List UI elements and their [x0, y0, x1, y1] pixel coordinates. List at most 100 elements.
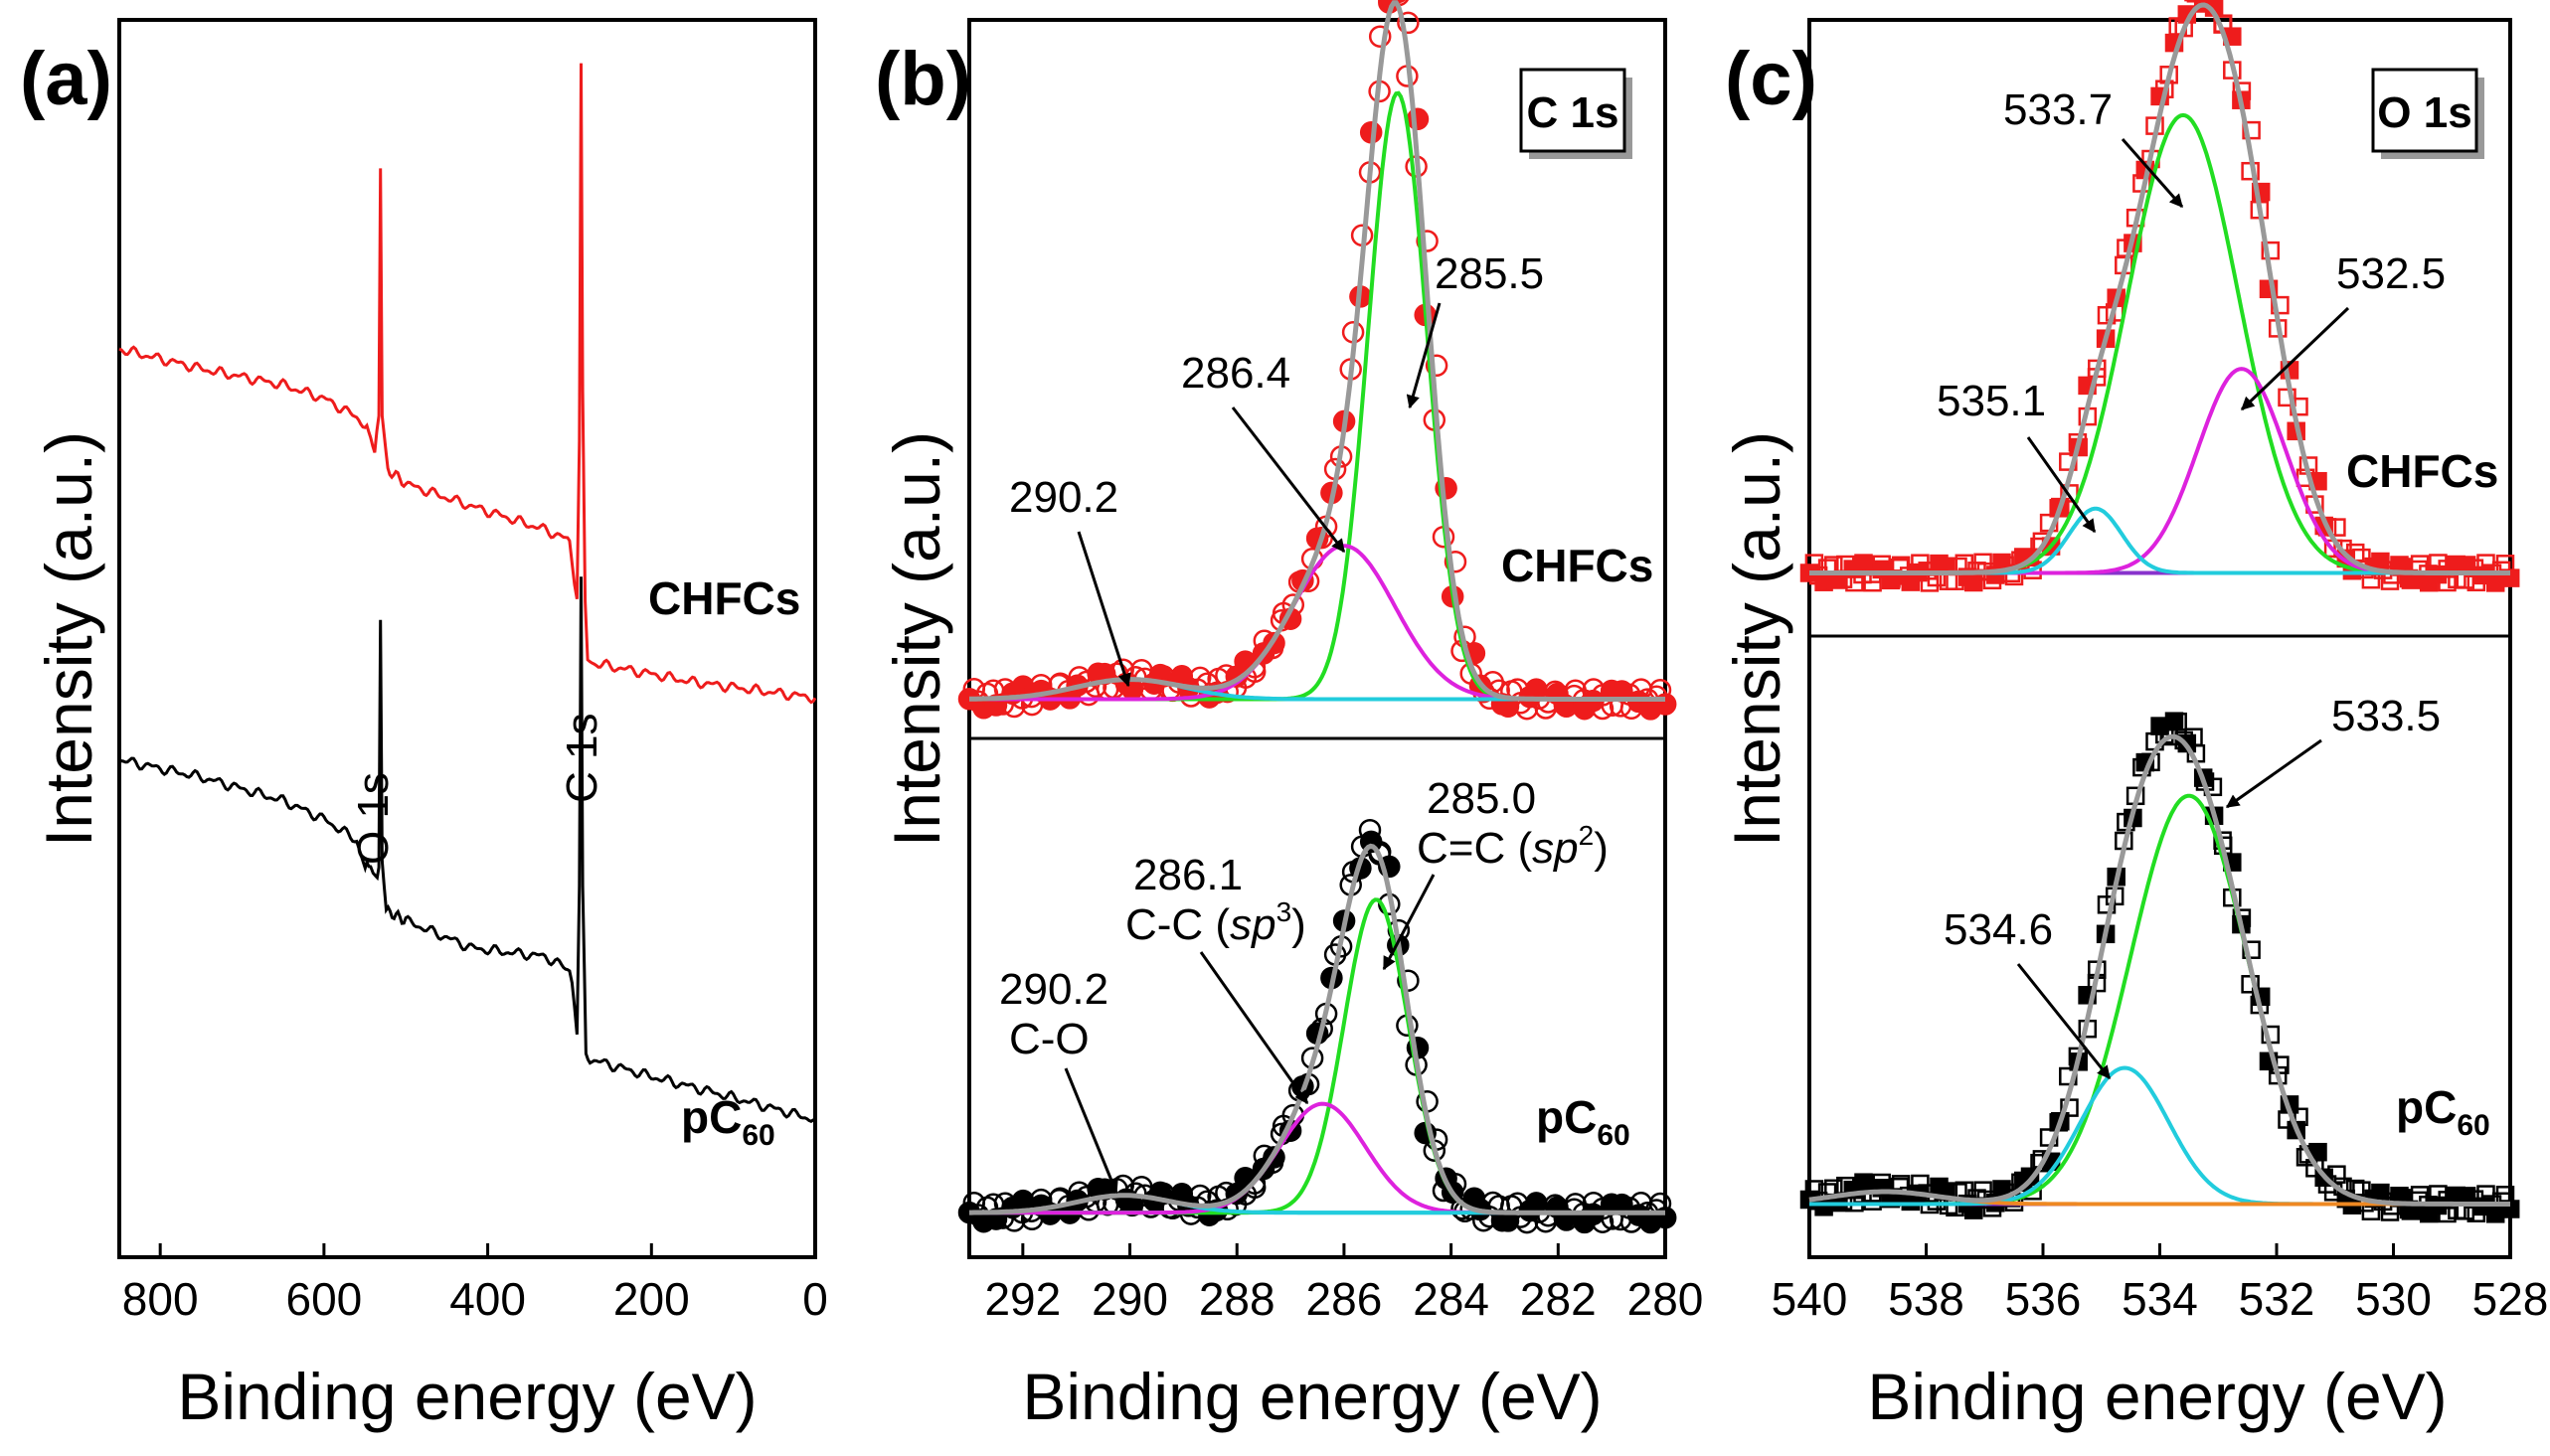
label-pc60-a: pC60 [681, 1091, 775, 1152]
annotation-285-0: 285.0 [1427, 774, 1536, 823]
label-chfcs-c: CHFCs [2346, 445, 2498, 497]
arrow-533-7 [2121, 138, 2184, 209]
arrow-286-4 [1231, 406, 1346, 554]
panel-label-a: (a) [20, 37, 112, 121]
plot-frame-c [1807, 18, 2512, 1259]
xtick-label: 400 [449, 1273, 526, 1325]
arrow-534-6 [2016, 963, 2112, 1080]
annotation-534-6: 534.6 [1944, 905, 2053, 954]
data-point-pc60 [1927, 1192, 1947, 1211]
data-point-pc60 [2242, 940, 2261, 959]
component-chfcs-285 [969, 90, 1665, 702]
xtick-label: 538 [1888, 1273, 1964, 1325]
xtick-label: 600 [286, 1273, 363, 1325]
xtick-label: 532 [2239, 1273, 2315, 1325]
label-chfcs-a: CHFCs [648, 572, 800, 624]
arrow-285-5 [1406, 302, 1442, 409]
arrow-290-2-bottom [1064, 1067, 1118, 1195]
panel-c: (c) 540 538 536 534 532 530 528 Binding energy… [1720, 0, 2548, 1433]
annotation-290-2-top: 290.2 [1009, 473, 1118, 522]
data-point-chfcs [2278, 388, 2296, 407]
plot-frame-a [117, 18, 817, 1259]
series-group-c [1799, 0, 2520, 1223]
data-point-chfcs [2271, 295, 2290, 315]
chart-title-c: O 1s [2377, 88, 2471, 137]
data-point-chfcs [1416, 230, 1439, 252]
data-point-chfcs [2242, 120, 2261, 140]
data-point-chfcs [2261, 241, 2281, 260]
series-group-a [118, 63, 817, 1123]
xtick-label: 536 [2005, 1273, 2082, 1325]
xtick-label: 540 [1772, 1273, 1848, 1325]
xticks-c: 540 538 536 534 532 530 528 [1772, 1243, 2548, 1325]
data-point-chfcs [1525, 678, 1548, 701]
y-axis-label-a: Intensity (a.u.) [32, 431, 105, 847]
data-point-chfcs [1927, 567, 1947, 587]
xtick-label: 282 [1520, 1273, 1597, 1325]
arrow-286-1 [1199, 951, 1309, 1105]
xtick-label: 800 [122, 1273, 199, 1325]
series-line-chfcs [118, 63, 817, 705]
data-point-pc60 [2164, 712, 2184, 730]
panel-label-b: (b) [875, 37, 971, 121]
annotation-535-1: 535.1 [1937, 377, 2046, 425]
x-axis-label-c: Binding energy (eV) [1867, 1360, 2447, 1433]
chart-title-b: C 1s [1527, 88, 1619, 137]
label-pc60-c: pC60 [2396, 1081, 2490, 1142]
arrow-535-1 [2026, 436, 2097, 534]
data-point-pc60 [2409, 1191, 2428, 1211]
data-point-chfcs [2409, 560, 2428, 579]
xtick-label: 292 [984, 1273, 1061, 1325]
data-point-chfcs [1406, 107, 1430, 131]
annotation-c-c-sp3: C-C (sp3) [1125, 896, 1306, 949]
xtick-label: 284 [1413, 1273, 1489, 1325]
title-box-b [1519, 68, 1626, 153]
x-axis-label-b: Binding energy (eV) [1022, 1360, 1602, 1433]
title-box-c [2371, 68, 2478, 153]
component-chfcs-533.6 [1809, 112, 2510, 575]
annotation-c-c-sp2: C=C (sp2) [1417, 820, 1609, 873]
annotation-533-5: 533.5 [2331, 692, 2441, 740]
data-point-pc60 [2271, 1055, 2290, 1074]
panel-label-c: (c) [1725, 37, 1817, 121]
envelope-fit-chfcs [1809, 2, 2510, 575]
annotation-286-1: 286.1 [1133, 851, 1243, 899]
label-chfcs-b: CHFCs [1501, 540, 1653, 591]
y-axis-label-b: Intensity (a.u.) [880, 431, 953, 847]
x-axis-label-a: Binding energy (eV) [177, 1360, 757, 1433]
annotation-o1s: O 1s [349, 772, 398, 865]
data-point-chfcs [1397, 11, 1420, 35]
data-point-pc60 [1525, 1192, 1548, 1214]
xtick-label: 280 [1627, 1273, 1704, 1325]
data-point-pc60 [2141, 752, 2160, 772]
annotation-285-5: 285.5 [1435, 249, 1544, 298]
data-point-pc60 [2327, 1165, 2346, 1184]
xtick-label: 286 [1306, 1273, 1383, 1325]
xtick-label: 0 [802, 1273, 828, 1325]
xtick-label: 530 [2355, 1273, 2432, 1325]
series-group-b [957, 0, 1677, 1234]
component-pc60-533.5 [1809, 793, 2510, 1207]
arrow-532-5 [2240, 306, 2350, 411]
arrow-533-5 [2225, 738, 2322, 809]
arrow-285-0 [1382, 874, 1436, 971]
data-point-pc60 [2168, 712, 2187, 731]
arrow-290-2-top [1077, 531, 1131, 688]
envelope-fit-pc60 [969, 843, 1665, 1215]
xticks-b: 292 290 288 286 284 282 280 [984, 1243, 1703, 1325]
y-axis-label-c: Intensity (a.u.) [1720, 431, 1793, 847]
data-point-chfcs [1444, 550, 1467, 573]
plot-frame-b [967, 18, 1667, 1259]
envelope-fit-pc60 [1808, 733, 2510, 1207]
annotation-286-4: 286.4 [1181, 349, 1290, 398]
annotation-532-5: 532.5 [2336, 249, 2446, 298]
xtick-label: 200 [613, 1273, 690, 1325]
data-point-chfcs [1368, 25, 1392, 48]
xtick-label: 534 [2122, 1273, 2198, 1325]
xtick-label: 290 [1092, 1273, 1168, 1325]
panel-b: (b) 292 290 288 286 284 282 280 Binding energy… [875, 0, 1703, 1433]
xtick-label: 288 [1199, 1273, 1275, 1325]
envelope-fit-chfcs [969, 0, 1665, 702]
data-point-chfcs [1281, 593, 1305, 616]
